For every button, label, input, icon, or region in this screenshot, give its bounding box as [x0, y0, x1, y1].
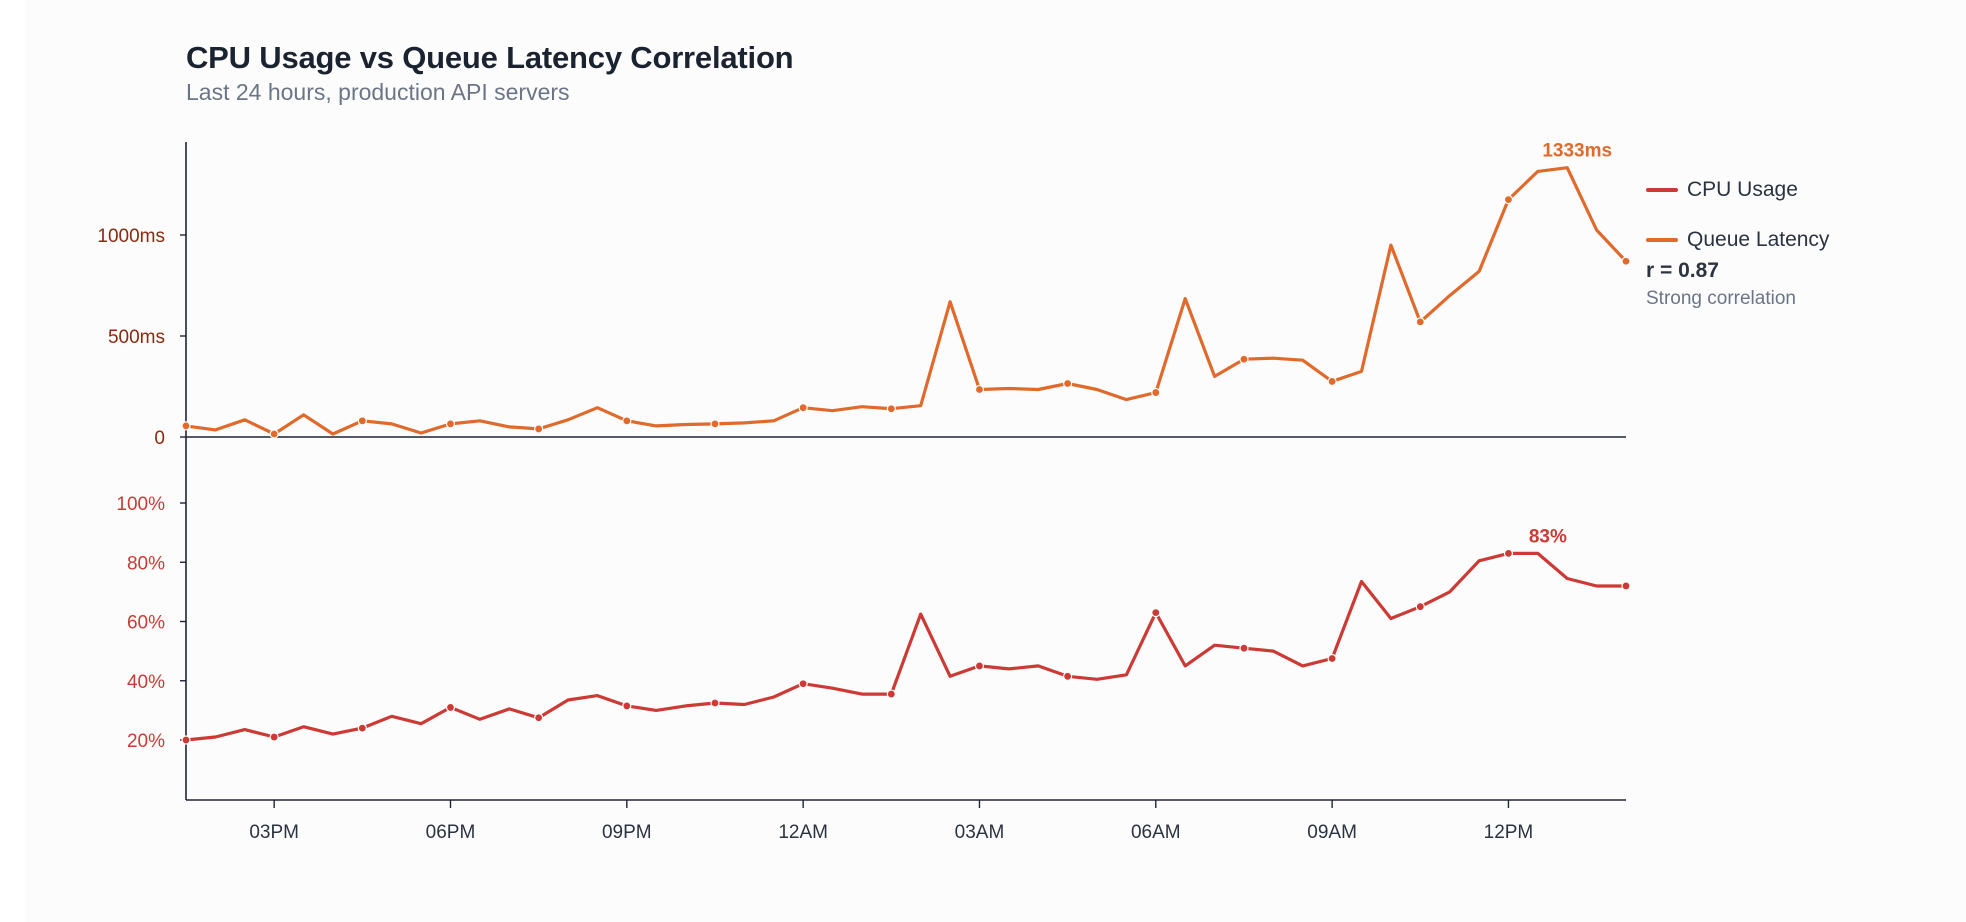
data-point — [622, 701, 632, 711]
legend-label-cpu-usage: CPU Usage — [1687, 178, 1798, 201]
data-point — [710, 419, 720, 429]
data-point — [445, 419, 456, 429]
data-point — [357, 416, 367, 426]
data-point — [1239, 643, 1249, 653]
data-point — [974, 384, 985, 395]
chart-title: CPU Usage vs Queue Latency Correlation — [186, 40, 794, 75]
peak-label: 1333ms — [1542, 141, 1612, 162]
data-point — [181, 421, 191, 431]
data-point — [886, 404, 896, 414]
data-point — [1621, 256, 1631, 266]
chart-subtitle: Last 24 hours, production API servers — [186, 79, 570, 105]
data-point — [357, 723, 367, 733]
series-line-cpu-usage — [184, 551, 1628, 742]
chart-card — [25, 0, 1966, 922]
data-point — [445, 702, 456, 713]
y-tick-label: 60% — [127, 613, 165, 634]
data-point — [1151, 608, 1161, 618]
data-point — [1415, 317, 1425, 327]
x-tick-label: 06AM — [1131, 822, 1181, 843]
x-tick-label: 09PM — [602, 822, 652, 843]
legend-label-queue-latency: Queue Latency — [1687, 228, 1830, 251]
data-point — [798, 679, 808, 689]
legend-swatch-cpu-usage — [1646, 188, 1678, 192]
y-tick-label: 40% — [127, 672, 165, 693]
data-point — [1503, 195, 1514, 205]
correlation-label: Strong correlation — [1646, 288, 1796, 309]
data-point — [1327, 653, 1337, 664]
x-tick-label: 12PM — [1484, 822, 1534, 843]
data-point — [1151, 387, 1161, 398]
y-tick-label: 100% — [116, 494, 165, 515]
legend-item-cpu-usage[interactable]: CPU Usage — [1646, 165, 1829, 215]
data-point — [622, 416, 632, 426]
y-tick-label: 0 — [154, 428, 165, 449]
legend: CPU Usage Queue Latency — [1646, 165, 1829, 265]
x-tick-label: 12AM — [778, 822, 828, 843]
data-point — [1327, 376, 1337, 387]
data-point — [181, 735, 191, 745]
data-point — [1621, 581, 1631, 591]
x-tick-label: 06PM — [426, 822, 476, 843]
data-point — [1415, 602, 1425, 612]
x-tick-label: 03PM — [249, 822, 299, 843]
data-point — [710, 698, 720, 708]
data-point — [1063, 671, 1073, 681]
series-line-queue-latency — [184, 166, 1628, 436]
data-point — [269, 429, 279, 439]
x-tick-label: 09AM — [1307, 822, 1357, 843]
legend-item-queue-latency[interactable]: Queue Latency — [1646, 215, 1829, 265]
data-point — [1503, 548, 1514, 558]
data-point — [886, 689, 896, 699]
data-point — [534, 713, 544, 723]
y-tick-label: 500ms — [108, 327, 165, 348]
legend-swatch-queue-latency — [1646, 238, 1678, 242]
data-point — [974, 661, 985, 671]
y-tick-label: 20% — [127, 731, 165, 752]
x-tick-label: 03AM — [955, 822, 1005, 843]
data-point — [798, 403, 808, 413]
data-point — [1239, 354, 1249, 364]
y-tick-label: 1000ms — [97, 226, 165, 247]
data-point — [534, 424, 544, 434]
data-point — [269, 732, 279, 742]
data-point — [1063, 378, 1073, 389]
peak-label: 83% — [1529, 526, 1567, 547]
correlation-value: r = 0.87 — [1646, 259, 1719, 282]
y-tick-label: 80% — [127, 553, 165, 574]
